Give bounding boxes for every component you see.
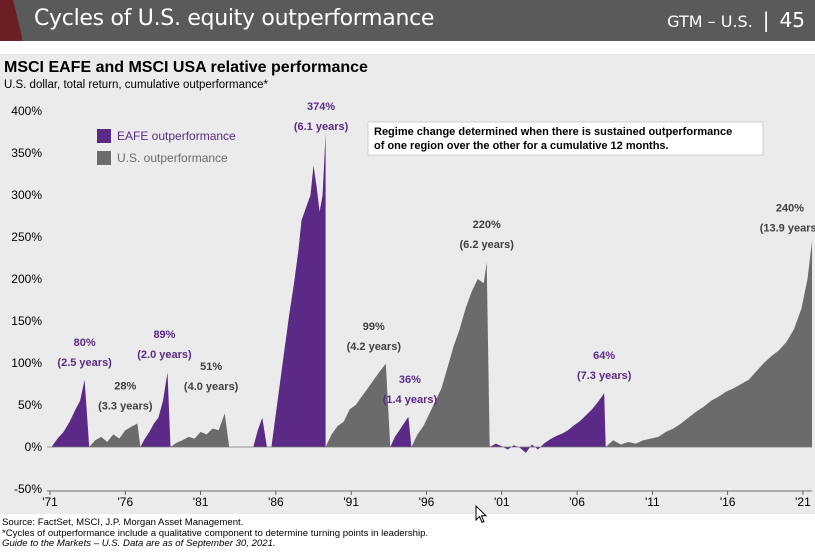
x-tick-label: '86 (268, 495, 284, 509)
x-tick-label: '91 (343, 495, 359, 509)
eafe-area (489, 393, 606, 453)
footnote: *Cycles of outperformance include a qual… (2, 527, 429, 539)
note-box-bg (367, 121, 764, 156)
x-tick-label: '16 (720, 495, 736, 509)
x-tick-label: '76 (117, 495, 133, 509)
chart-subtitle: U.S. dollar, total return, cumulative ou… (4, 79, 268, 91)
annotation-pct: 28% (114, 380, 136, 392)
chart-areas (47, 132, 812, 453)
annotation-years: (4.2 years) (347, 341, 402, 353)
x-tick-label: '81 (193, 495, 209, 509)
header-separator: | (762, 8, 770, 32)
annotation-pct: 374% (307, 101, 335, 113)
page-title: Cycles of U.S. equity outperformance (34, 6, 435, 31)
note-box: Regime change determined when there is s… (367, 121, 764, 156)
annotation-pct: 99% (363, 321, 385, 333)
annotation-pct: 51% (200, 361, 222, 373)
y-tick-label: 150% (11, 314, 42, 328)
source-note: Source: FactSet, MSCI, J.P. Morgan Asset… (2, 517, 244, 528)
page-number: 45 (779, 8, 805, 32)
x-tick-label: '06 (569, 495, 585, 509)
x-tick-label: '01 (494, 495, 510, 509)
annotation-pct: 89% (153, 329, 175, 341)
legend-swatch-us (97, 151, 111, 165)
annotation-pct: 64% (593, 350, 615, 362)
y-tick-label: 350% (11, 146, 42, 160)
annotation-years: (3.3 years) (98, 400, 153, 412)
x-tick-label: '71 (42, 495, 58, 509)
chart: 400% 350% 300% 250% 200% 150% 100% 50% 0% -50% '7… (11, 101, 815, 509)
note-text: of one region over the other for a cumul… (374, 140, 669, 152)
annotation-years: (1.4 years) (383, 394, 438, 406)
y-axis: 400% 350% 300% 250% 200% 150% 100% 50% 0% -50% (11, 104, 42, 496)
annotation-years: (2.0 years) (137, 349, 192, 361)
eafe-area (271, 132, 326, 448)
brand-accent (0, 0, 23, 41)
mouse-cursor-icon (475, 505, 488, 524)
annotation-pct: 80% (74, 337, 96, 349)
annotation-pct: 36% (399, 374, 421, 386)
us-area (170, 413, 230, 447)
us-area (325, 363, 391, 447)
y-tick-label: 300% (11, 188, 42, 202)
legend-swatch-eafe (97, 129, 111, 143)
note-text: Regime change determined when there is s… (374, 126, 732, 138)
annotation-years: (6.2 years) (460, 239, 515, 251)
eafe-area (140, 372, 171, 447)
x-tick-label: '96 (419, 495, 435, 509)
legend-label-us: U.S. outperformance (117, 151, 228, 165)
eafe-area (253, 417, 267, 447)
y-tick-label: 400% (11, 104, 42, 118)
y-tick-label: 250% (11, 230, 42, 244)
annotation-pct: 240% (776, 202, 804, 214)
legend: EAFE outperformance U.S. outperformance (97, 129, 236, 165)
us-area (89, 423, 141, 447)
y-tick-label: 200% (11, 272, 42, 286)
annotation-years: (13.9 years) (760, 222, 815, 234)
eafe-area (390, 416, 412, 447)
y-tick-label: 50% (18, 398, 42, 412)
annotations: 80% (2.5 years)28% (3.3 years) 89% (2.0 year… (57, 101, 815, 412)
x-tick-label: '11 (645, 495, 660, 509)
annotation-years: (6.1 years) (294, 121, 349, 133)
header-right: GTM – U.S. | 45 (667, 8, 805, 32)
section-label: GTM – U.S. (667, 12, 753, 31)
annotation-pct: 220% (473, 219, 501, 231)
eafe-area (51, 379, 90, 447)
footer: Source: FactSet, MSCI, J.P. Morgan Asset… (2, 517, 429, 550)
annotation-years: (4.0 years) (184, 381, 239, 393)
annotation-years: (2.5 years) (57, 357, 112, 369)
y-tick-label: -50% (14, 482, 42, 496)
annotation-years: (7.3 years) (577, 370, 632, 382)
chart-title: MSCI EAFE and MSCI USA relative performa… (4, 59, 368, 76)
legend-label-eafe: EAFE outperformance (117, 129, 236, 143)
us-area (605, 241, 812, 447)
x-tick-label: '21 (795, 495, 811, 509)
y-tick-label: 0% (25, 440, 43, 454)
data-date-note: Guide to the Markets – U.S. Data are as … (2, 538, 276, 549)
us-area (411, 262, 490, 447)
y-tick-label: 100% (11, 356, 42, 370)
header-bar: Cycles of U.S. equity outperformance GTM… (0, 0, 815, 41)
x-axis: '71 '76 '81 '86 '91 '96 '01 '06 '11 '16 '21 (42, 490, 812, 509)
